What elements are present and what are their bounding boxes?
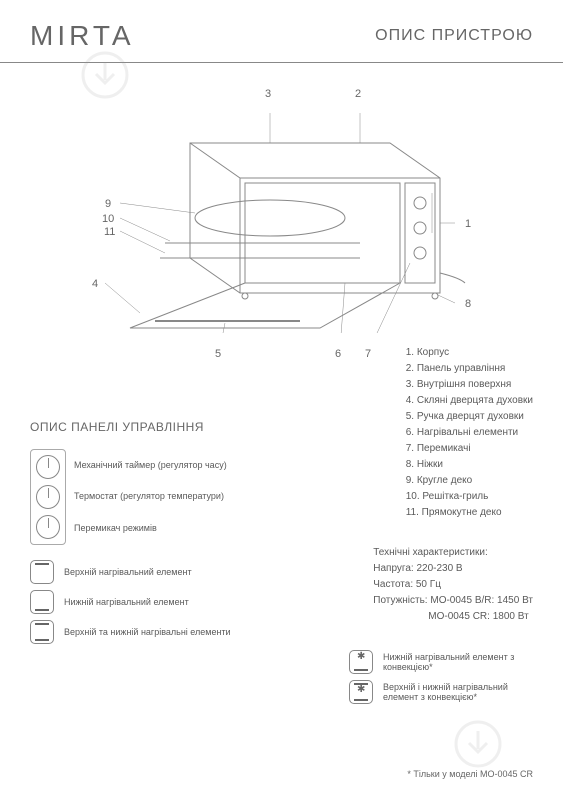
convection-modes: Нижній нагрівальний елемент з конвекцією… <box>349 650 533 710</box>
oven-illustration <box>100 103 480 333</box>
footnote: * Тільки у моделі MO-0045 CR <box>407 769 533 779</box>
callout-7: 7 <box>365 348 371 360</box>
callout-10: 10 <box>102 213 114 225</box>
brand-logo: MIRTA <box>30 20 135 52</box>
callout-9: 9 <box>105 198 111 210</box>
mode-both-row: Верхній та нижній нагрівальні елементи <box>30 620 300 644</box>
mode-top-icon <box>30 560 54 584</box>
specs-freq: Частота: 50 Гц <box>373 577 533 593</box>
oven-diagram: 3 2 1 8 9 10 11 4 5 6 7 <box>0 73 563 353</box>
mode-bottom-conv-label: Нижній нагрівальний елемент з конвекцією… <box>383 652 533 672</box>
mode-bottom-icon <box>30 590 54 614</box>
callout-6: 6 <box>335 348 341 360</box>
callout-8: 8 <box>465 298 471 310</box>
callout-1: 1 <box>465 218 471 230</box>
part-7: 7. Перемикачі <box>406 441 533 457</box>
panel-title: ОПИС ПАНЕЛІ УПРАВЛІННЯ <box>30 420 300 434</box>
part-1: 1. Корпус <box>406 345 533 361</box>
part-10: 10. Решітка-гриль <box>406 489 533 505</box>
specifications: Технічні характеристики: Напруга: 220-23… <box>373 545 533 625</box>
dial-icon <box>36 515 60 539</box>
part-8: 8. Ніжки <box>406 457 533 473</box>
callout-3: 3 <box>265 88 271 100</box>
parts-list: 1. Корпус 2. Панель управління 3. Внутрі… <box>406 345 533 521</box>
callout-5: 5 <box>215 348 221 360</box>
mode-both-icon <box>30 620 54 644</box>
callout-11: 11 <box>104 226 115 238</box>
timer-label: Механічний таймер (регулятор часу) <box>74 460 227 470</box>
mode-both-conv-icon <box>349 680 373 704</box>
part-9: 9. Кругле деко <box>406 473 533 489</box>
specs-power2: MO-0045 CR: 1800 Вт <box>373 609 533 625</box>
mode-bottom-label: Нижній нагрівальний елемент <box>64 597 189 607</box>
watermark-icon <box>453 719 503 769</box>
controls-box-icon <box>30 449 66 545</box>
page-title: ОПИС ПРИСТРОЮ <box>375 27 533 45</box>
mode-both-label: Верхній та нижній нагрівальні елементи <box>64 627 231 637</box>
specs-voltage: Напруга: 220-230 В <box>373 561 533 577</box>
mode-bottom-conv-icon <box>349 650 373 674</box>
dial-icon <box>36 485 60 509</box>
part-5: 5. Ручка дверцят духовки <box>406 409 533 425</box>
mode-both-conv-label: Верхній і нижній нагрівальний елемент з … <box>383 682 533 702</box>
part-11: 11. Прямокутне деко <box>406 505 533 521</box>
control-panel-section: ОПИС ПАНЕЛІ УПРАВЛІННЯ Механічний таймер… <box>30 420 300 650</box>
part-4: 4. Скляні дверцята духовки <box>406 393 533 409</box>
mode-bottom-row: Нижній нагрівальний елемент <box>30 590 300 614</box>
mode-switch-label: Перемикач режимів <box>74 523 227 533</box>
specs-title: Технічні характеристики: <box>373 545 533 561</box>
callout-2: 2 <box>355 88 361 100</box>
callout-4: 4 <box>92 278 98 290</box>
dial-icon <box>36 455 60 479</box>
mode-top-label: Верхній нагрівальний елемент <box>64 567 192 577</box>
thermostat-label: Термостат (регулятор температури) <box>74 491 227 501</box>
part-6: 6. Нагрівальні елементи <box>406 425 533 441</box>
mode-both-conv-row: Верхній і нижній нагрівальний елемент з … <box>349 680 533 704</box>
part-2: 2. Панель управління <box>406 361 533 377</box>
mode-top-row: Верхній нагрівальний елемент <box>30 560 300 584</box>
specs-power1: Потужність: MO-0045 B/R: 1450 Вт <box>373 593 533 609</box>
mode-bottom-conv-row: Нижній нагрівальний елемент з конвекцією… <box>349 650 533 674</box>
part-3: 3. Внутрішня поверхня <box>406 377 533 393</box>
